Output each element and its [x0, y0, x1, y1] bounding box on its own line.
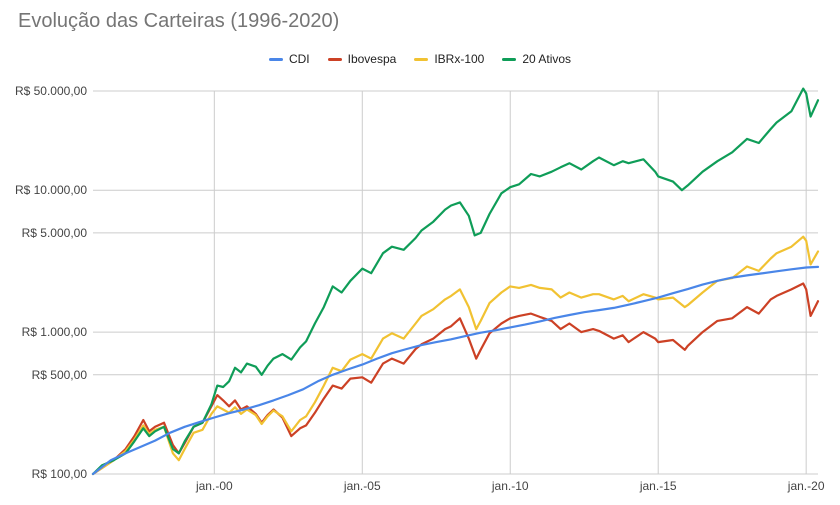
legend-swatch-20-ativos	[502, 57, 517, 61]
x-tick-label-2005: jan.-05	[343, 479, 381, 493]
legend-label-ibrx-100: IBRx-100	[434, 52, 485, 66]
y-tick-label-1000: R$ 1.000,00	[22, 325, 88, 339]
legend-label-20-ativos: 20 Ativos	[522, 52, 572, 66]
series-line-cdi	[91, 265, 820, 476]
legend-swatch-ibovespa	[327, 57, 342, 61]
legend: CDI Ibovespa IBRx-100 20 Ativos	[0, 52, 840, 66]
series-line-20-ativos	[91, 87, 820, 476]
x-tick-label-2020: jan.-20	[787, 479, 825, 493]
legend-swatch-ibrx-100	[414, 57, 429, 61]
y-tick-label-5000: R$ 5.000,00	[22, 226, 88, 240]
x-tick-label-2010: jan.-10	[491, 479, 529, 493]
legend-label-ibovespa: Ibovespa	[347, 52, 397, 66]
legend-item-cdi[interactable]: CDI	[268, 52, 310, 66]
legend-item-ibovespa[interactable]: Ibovespa	[327, 52, 397, 66]
legend-item-ibrx-100[interactable]: IBRx-100	[414, 52, 484, 66]
x-tick-label-2000: jan.-00	[195, 479, 233, 493]
legend-label-cdi: CDI	[288, 52, 310, 66]
series-line-ibrx-100	[91, 235, 820, 476]
y-tick-label-100: R$ 100,00	[32, 467, 88, 481]
x-tick-label-2015: jan.-15	[639, 479, 677, 493]
series-line-ibovespa	[91, 282, 820, 476]
legend-item-20-ativos[interactable]: 20 Ativos	[502, 52, 571, 66]
y-tick-label-50000: R$ 50.000,00	[15, 84, 87, 98]
chart-title: Evolução das Carteiras (1996-2020)	[18, 10, 340, 32]
y-tick-label-500: R$ 500,00	[32, 368, 88, 382]
y-tick-label-10000: R$ 10.000,00	[15, 183, 87, 197]
legend-swatch-cdi	[268, 57, 283, 61]
